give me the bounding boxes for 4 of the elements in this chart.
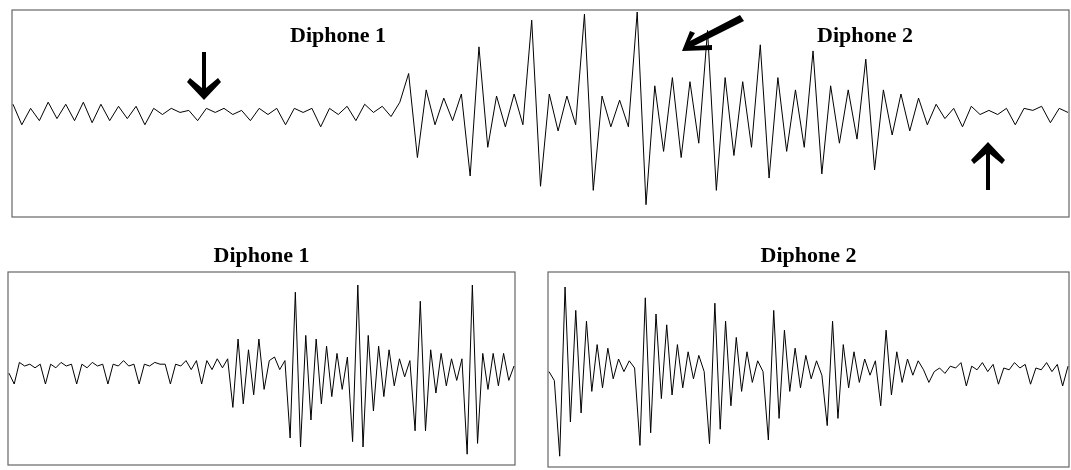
- annotation: Diphone 2: [817, 22, 913, 47]
- chart-title: Diphone 1: [213, 242, 310, 267]
- annotation: Diphone 1: [290, 22, 386, 47]
- chart-title: Diphone 2: [760, 242, 857, 267]
